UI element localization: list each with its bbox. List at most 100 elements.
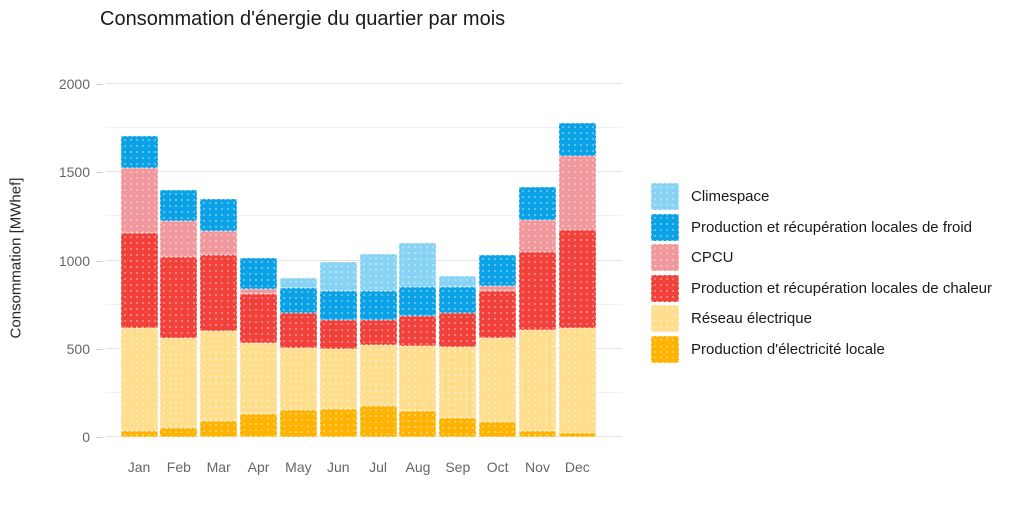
bar-segment-dec (558, 432, 596, 437)
bar-segment-sep (439, 276, 477, 287)
y-tick-mark (96, 172, 103, 174)
bar-segment-jun (319, 291, 357, 320)
bar-segment-may (279, 409, 317, 437)
bar-segment-mar (200, 230, 238, 256)
x-tick-label-nov: Nov (525, 459, 550, 475)
bar-segment-jul (359, 319, 397, 346)
bar-segment-apr (240, 257, 278, 289)
legend: Climespace Production et récupération loc… (651, 183, 992, 367)
bar-segment-sep (439, 347, 477, 418)
bar-segment-apr (240, 288, 278, 295)
bar-segment-sep (439, 313, 477, 347)
bar-segment-oct (479, 422, 517, 437)
bar-segment-apr (240, 343, 278, 415)
x-tick-label-apr: Apr (247, 459, 270, 475)
bar-segment-jan (120, 233, 158, 329)
bar-segment-sep (439, 417, 477, 437)
bar-segment-may (279, 278, 317, 288)
legend-swatch (651, 183, 679, 210)
legend-swatch (651, 213, 679, 241)
gridline-1500 (106, 171, 622, 173)
y-tick-label-2000: 2000 (58, 76, 90, 92)
y-tick-mark (96, 84, 103, 85)
bar-segment-oct (479, 290, 517, 339)
legend-label: Production et récupération locales de ch… (691, 279, 993, 297)
legend-swatch (651, 305, 679, 333)
bar-segment-oct (479, 286, 517, 291)
bar-segment-oct (479, 255, 517, 287)
bar-segment-jan (120, 328, 158, 431)
bar-segment-may (279, 347, 317, 410)
x-tick-label-feb: Feb (166, 459, 191, 475)
gridline-1250 (106, 215, 622, 217)
bar-segment-oct (479, 338, 517, 422)
x-tick-label-dec: Dec (564, 459, 590, 475)
bar-segment-mar (200, 331, 238, 422)
bar-segment-jan (120, 167, 158, 234)
bar-segment-mar (200, 198, 238, 231)
y-axis-title: Consommation [MWhef] (7, 177, 25, 339)
chart-title: Consommation d'énergie du quartier par m… (100, 8, 506, 30)
bar-segment-may (279, 287, 317, 313)
x-tick-label-jan: Jan (127, 459, 151, 475)
bar-segment-jul (359, 291, 397, 320)
y-tick-label-500: 500 (66, 340, 90, 357)
bar-segment-dec (558, 122, 596, 157)
gridline-2000 (106, 83, 622, 84)
bar-segment-jun (319, 408, 357, 437)
bar-segment-sep (439, 286, 477, 314)
gridline-1750 (106, 127, 622, 129)
bar-segment-jan (120, 430, 158, 437)
legend-swatch (651, 274, 679, 302)
bar-segment-apr (240, 414, 278, 437)
legend-label: Réseau électrique (691, 310, 812, 328)
bar-segment-jul (359, 406, 397, 437)
legend-item: Climespace (651, 183, 992, 210)
x-tick-label-may: May (285, 459, 312, 475)
y-tick-mark (96, 348, 103, 350)
bar-segment-nov (519, 430, 556, 437)
bar-segment-nov (519, 187, 556, 220)
bar-segment-feb (160, 338, 198, 429)
bar-segment-jun (319, 262, 357, 292)
bar-segment-aug (399, 316, 437, 347)
bar-segment-jan (120, 136, 158, 168)
bar-segment-dec (558, 327, 596, 433)
legend-item: Production et récupération locales de fr… (651, 213, 992, 241)
legend-item: Production et récupération locales de ch… (651, 274, 993, 302)
bar-segment-nov (519, 219, 556, 252)
bar-segment-feb (160, 428, 198, 437)
bar-segment-nov (519, 330, 556, 431)
y-tick-mark (96, 437, 103, 438)
bar-segment-aug (399, 346, 437, 411)
bar-segment-jun (319, 319, 357, 349)
bar-segment-aug (399, 287, 437, 317)
legend-swatch (651, 335, 679, 363)
bar-segment-aug (399, 410, 437, 437)
bar-segment-jun (319, 348, 357, 409)
plot-area (106, 83, 622, 437)
bar-segment-mar (200, 421, 238, 437)
bar-segment-feb (160, 189, 198, 221)
y-tick-label-1000: 1000 (58, 252, 90, 269)
x-tick-label-jun: Jun (326, 459, 350, 475)
legend-item: CPCU (651, 244, 992, 272)
bar-segment-jul (359, 254, 397, 292)
bar-segment-dec (558, 229, 596, 328)
bar-segment-feb (160, 220, 198, 257)
x-tick-label-jul: Jul (369, 459, 388, 475)
y-tick-mark (96, 260, 103, 262)
bar-segment-jul (359, 345, 397, 407)
bar-segment-dec (558, 156, 596, 230)
legend-label: CPCU (691, 249, 734, 267)
bar-segment-feb (160, 256, 198, 339)
bar-segment-apr (240, 294, 278, 344)
x-tick-label-sep: Sep (445, 459, 471, 475)
x-tick-label-mar: Mar (206, 459, 231, 475)
bar-segment-mar (200, 255, 238, 332)
y-tick-label-0: 0 (82, 429, 90, 445)
bar-segment-may (279, 312, 317, 348)
legend-item: Production d'électricité locale (651, 335, 992, 363)
legend-label: Production d'électricité locale (691, 340, 885, 358)
x-tick-label-aug: Aug (405, 459, 431, 475)
